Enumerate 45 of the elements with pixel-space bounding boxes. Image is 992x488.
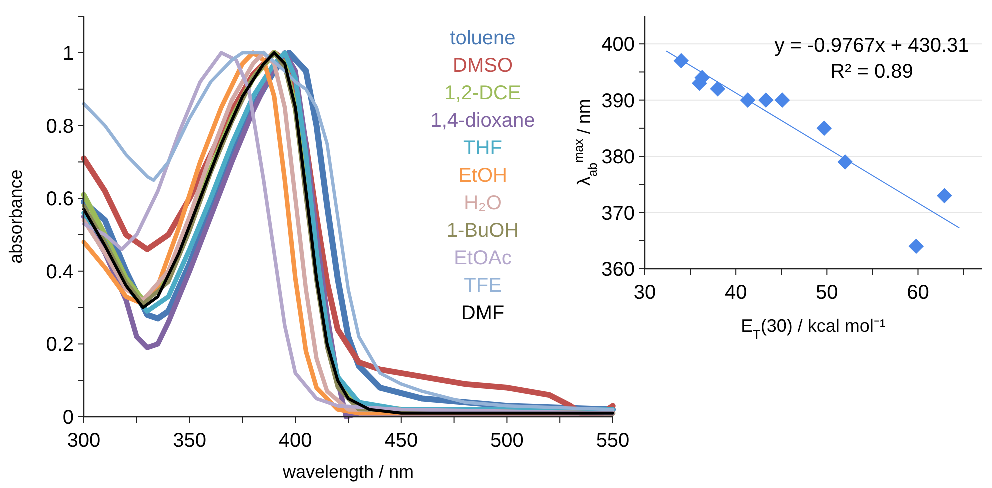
text: 1,4-dioxane (430, 110, 536, 132)
y-axis-title: absorbance (6, 170, 26, 264)
y-tick-label: 0.8 (46, 116, 74, 138)
point (908, 238, 924, 254)
point (674, 53, 690, 69)
x-tick-label: 60 (907, 282, 930, 304)
text: EtOAc (454, 248, 512, 270)
y-tick-label: 360 (602, 259, 635, 281)
x-tick-label: 40 (724, 282, 748, 304)
x-tick-label: 350 (173, 430, 206, 452)
y-tick-label: 0.2 (46, 334, 74, 356)
point (758, 92, 774, 108)
text: TFE (464, 275, 502, 298)
y-tick-label: 0 (62, 407, 74, 429)
point (710, 81, 726, 97)
y-tick-label: 390 (602, 90, 635, 112)
text: 1-BuOH (446, 220, 520, 242)
point (774, 92, 790, 108)
text: EtOH (458, 165, 508, 188)
y-tick-label: 400 (602, 34, 635, 56)
y-tick-label: 0.6 (46, 188, 74, 211)
x-axis-title: E$_{T}$(30) / kcal mol⁻¹ (741, 316, 886, 342)
annotation: y = -0.9767x + 430.31 (774, 35, 970, 57)
y-tick-label: 0.4 (46, 261, 74, 284)
x-tick-label: 30 (634, 282, 656, 304)
point (816, 120, 832, 136)
y-tick-label: 380 (602, 146, 635, 169)
text: DMSO (453, 55, 513, 78)
x-tick-label: 500 (490, 430, 524, 452)
annotation: R² = 0.89 (830, 61, 914, 83)
point (936, 188, 952, 204)
x-tick-label: 450 (384, 430, 418, 452)
y-tick-label: 370 (602, 202, 635, 225)
x-tick-label: 300 (67, 430, 101, 452)
x-axis-title: wavelength / nm (282, 462, 414, 482)
x-tick-label: 550 (596, 430, 630, 452)
text: 1,2-DCE (444, 82, 522, 105)
point (740, 92, 756, 108)
text: DMF (461, 302, 505, 325)
text: THF (464, 138, 502, 160)
y-tick-label: 1 (62, 43, 74, 65)
x-tick-label: 50 (816, 282, 838, 304)
text: toluene (450, 28, 516, 50)
x-tick-label: 400 (278, 430, 312, 452)
text: H₂O (464, 192, 502, 215)
